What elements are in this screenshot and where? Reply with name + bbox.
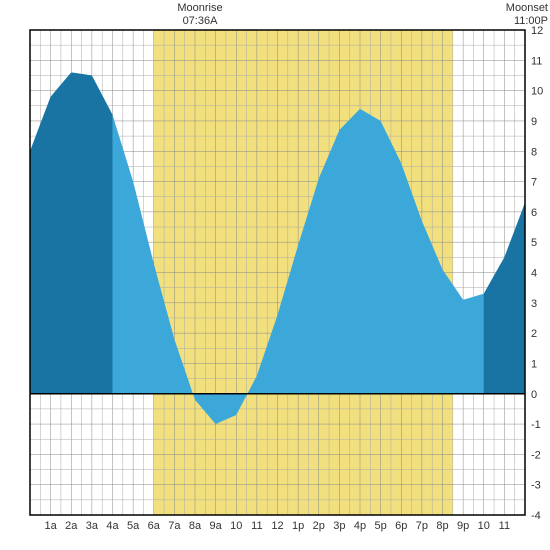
x-tick-label: 11 (499, 520, 510, 532)
y-tick-label: 5 (531, 237, 537, 249)
moonset-title: Moonset (506, 2, 548, 14)
y-tick-label: 6 (531, 207, 537, 219)
x-tick-label: 10 (478, 520, 490, 532)
x-tick-label: 1p (292, 520, 304, 532)
x-tick-label: 8a (189, 520, 202, 532)
chart-svg: -4-3-2-101234567891011121a2a3a4a5a6a7a8a… (0, 0, 550, 550)
y-tick-label: 9 (531, 116, 537, 128)
x-tick-label: 2a (65, 520, 78, 532)
y-tick-label: 10 (531, 86, 543, 98)
tide-area-dark-am (30, 72, 113, 393)
x-tick-label: 10 (230, 520, 242, 532)
y-tick-label: -4 (531, 510, 541, 522)
x-tick-label: 8p (436, 520, 448, 532)
y-tick-label: 1 (531, 358, 537, 370)
x-tick-label: 6a (148, 520, 161, 532)
moonrise-title: Moonrise (177, 2, 222, 14)
y-tick-label: 11 (531, 55, 542, 67)
moonrise-time: 07:36A (183, 15, 218, 27)
x-tick-label: 3p (333, 520, 345, 532)
y-tick-label: 8 (531, 146, 537, 158)
y-tick-label: -2 (531, 449, 541, 461)
tide-chart: Moonrise 07:36A Moonset 11:00P -4 -3 -2 -1 0… (0, 0, 550, 550)
x-tick-label: 4p (354, 520, 366, 532)
x-tick-label: 7p (416, 520, 428, 532)
y-tick-label: -3 (531, 480, 541, 492)
x-tick-label: 5p (375, 520, 387, 532)
x-tick-label: 5a (127, 520, 140, 532)
x-tick-label: 4a (106, 520, 119, 532)
x-tick-label: 3a (86, 520, 99, 532)
y-tick-label: 3 (531, 298, 537, 310)
y-tick-label: 7 (531, 177, 537, 189)
moonrise-label: Moonrise 07:36A (160, 2, 240, 28)
y-tick-label: 4 (531, 268, 537, 280)
x-tick-label: 1a (45, 520, 58, 532)
moonset-time: 11:00P (514, 15, 548, 27)
moonset-label: Moonset 11:00P (488, 2, 548, 28)
y-tick-label: 2 (531, 328, 537, 340)
x-tick-label: 2p (313, 520, 325, 532)
x-tick-label: 6p (395, 520, 407, 532)
y-tick-label: -1 (531, 419, 541, 431)
x-tick-label: 9a (210, 520, 223, 532)
x-tick-label: 7a (168, 520, 181, 532)
y-tick-label: 0 (531, 389, 537, 401)
x-tick-label: 11 (251, 520, 262, 532)
x-tick-label: 12 (271, 520, 283, 532)
x-tick-label: 9p (457, 520, 469, 532)
